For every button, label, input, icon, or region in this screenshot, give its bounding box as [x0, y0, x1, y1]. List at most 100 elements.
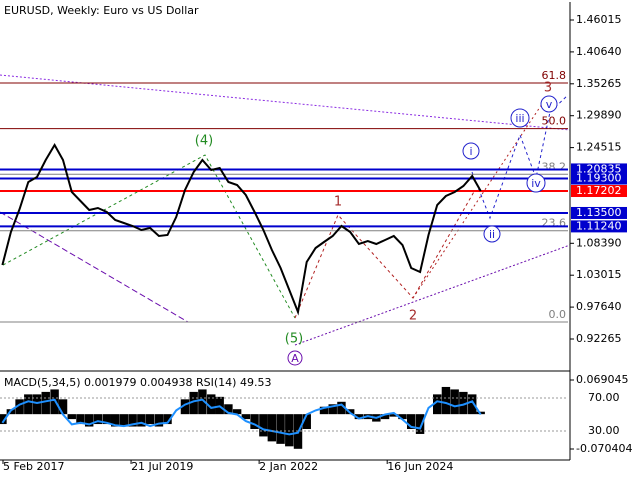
macd-bar [93, 414, 103, 425]
fib-label: 50.0 [542, 115, 567, 128]
x-tick-label: 2 Jan 2022 [259, 460, 318, 473]
macd-bar [207, 394, 216, 415]
macd-bar [380, 414, 390, 420]
x-tick-label: 16 Jun 2024 [387, 460, 453, 473]
level-box [571, 185, 627, 198]
macd-bar [328, 404, 337, 415]
macd-bar [110, 414, 120, 427]
wave-label: 2 [409, 309, 417, 324]
macd-bar [32, 394, 42, 415]
macd-bar [128, 414, 137, 427]
macd-bar [15, 399, 24, 415]
trend-line [294, 244, 571, 346]
wave-label: i [469, 145, 472, 158]
macd-bar [354, 414, 364, 420]
wave-path [2, 154, 296, 319]
macd-bar [415, 414, 425, 434]
wave-label: ii [489, 228, 495, 241]
macd-bar [198, 389, 207, 415]
wave-lines [0, 74, 571, 346]
macd-bar [250, 414, 259, 430]
y-tick-label: 1.35265 [576, 77, 622, 90]
macd-bar [76, 414, 85, 425]
level-label: 1.20835 [576, 162, 622, 175]
wave-label: iii [515, 112, 524, 125]
macd-bar [459, 391, 468, 415]
trend-line [0, 74, 571, 131]
macd-tick-label: 0.069045 [576, 373, 629, 386]
y-tick-label: 0.97640 [576, 300, 622, 313]
macd-bar [24, 394, 33, 415]
rsi-tick-label: 70.00 [588, 391, 620, 404]
wave-label: iv [531, 177, 541, 190]
wave-circle [483, 225, 501, 243]
fib-label: 23.6 [542, 217, 567, 230]
macd-bar [259, 414, 268, 437]
rsi-tick-label: 30.00 [588, 424, 620, 437]
wave-label: 3 [544, 81, 552, 96]
wave-path [412, 94, 549, 299]
macd-bar [84, 414, 94, 427]
macd-bar [302, 414, 311, 430]
macd-tick-label: -0.070404 [576, 442, 632, 455]
macd-bar [163, 414, 172, 425]
plot: 61.8 50.0 38.2 23.6 0.0 [0, 69, 568, 323]
wave-label: (4) [195, 134, 213, 149]
level-label: 1.17202 [576, 184, 622, 197]
wave-path [294, 189, 476, 319]
macd-bar [50, 389, 59, 415]
level-box [571, 163, 627, 176]
rsi-line [1, 398, 482, 436]
x-tick-label: 21 Jul 2019 [131, 460, 193, 473]
level-box [571, 206, 627, 219]
macd-bar [398, 414, 407, 420]
indicator-title: MACD(5,34,5) 0.001979 0.004938 RSI(14) 4… [4, 376, 271, 389]
wave-label: A [291, 352, 299, 365]
macd-bar [102, 414, 111, 425]
macd-bar [154, 414, 164, 427]
y-tick-label: 1.29890 [576, 109, 622, 122]
macd-bar [406, 414, 416, 430]
y-tick-label: 0.92265 [576, 332, 622, 345]
y-tick-label: 1.46015 [576, 13, 622, 26]
macd-bar [180, 399, 190, 415]
macd-bar [224, 404, 233, 415]
level-box [571, 220, 627, 233]
wave-circle [540, 95, 558, 113]
macd-bar [137, 414, 146, 427]
wave-circle [526, 173, 546, 193]
wave-circle [510, 108, 530, 128]
macd-bar [441, 386, 451, 415]
fib-label: 0.0 [549, 308, 567, 321]
macd-bar [433, 394, 442, 415]
fib-label: 38.2 [542, 160, 567, 173]
macd-bar [389, 414, 398, 417]
macd-bar [267, 414, 277, 442]
wave-label: v [546, 98, 553, 111]
macd-bar [119, 414, 129, 427]
level-box [571, 172, 627, 185]
macd-bar [0, 414, 7, 425]
macd-bar [468, 394, 477, 415]
y-tick-label: 1.03015 [576, 268, 622, 281]
macd-bar [285, 414, 294, 447]
x-tick-label: 5 Feb 2017 [3, 460, 64, 473]
level-label: 1.11240 [576, 219, 622, 232]
y-tick-label: 1.40640 [576, 45, 622, 58]
fib-label: 61.8 [542, 69, 567, 82]
y-tick-label: 1.24515 [576, 141, 622, 154]
macd-bar [276, 414, 285, 444]
macd-bar [241, 414, 251, 420]
price-line [1, 142, 482, 316]
wave-label: 1 [334, 195, 342, 210]
macd-bar [58, 399, 68, 415]
macd-bar [145, 414, 155, 425]
level-label: 1.13500 [576, 206, 622, 219]
macd-bar [67, 414, 76, 420]
y-tick-label: 1.08390 [576, 236, 622, 249]
macd-bar [319, 406, 329, 415]
macd-bar [189, 391, 198, 415]
